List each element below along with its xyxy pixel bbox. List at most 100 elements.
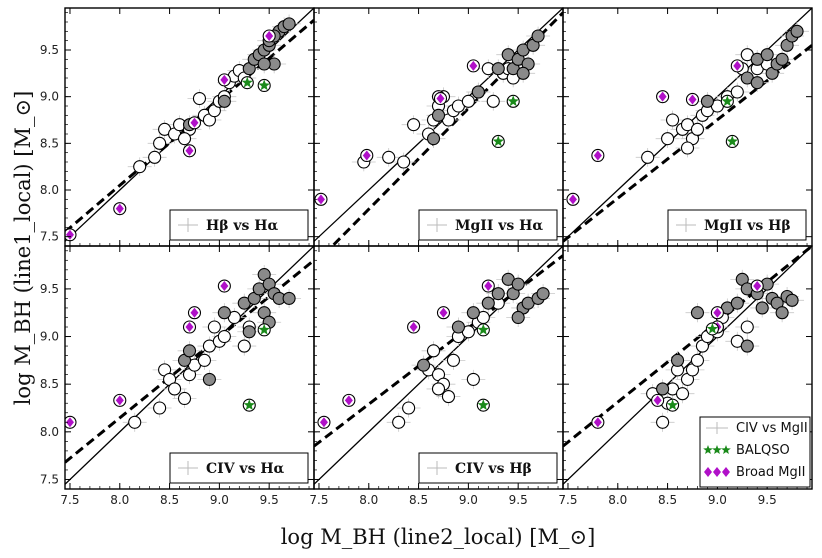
y-tick-label: 7.5 [40, 230, 59, 244]
filled-point [242, 325, 256, 339]
legend-errorbar-icon [706, 422, 728, 434]
filled-point [656, 382, 670, 396]
balqso-point [258, 79, 270, 91]
panel-5: 7.5 8.0 8.5 9.0 9.5 [558, 245, 813, 507]
panel-2: MgII vs Hβ [562, 7, 813, 247]
broad-mgii-point [713, 307, 722, 318]
panel-legend: Hβ vs Hα [169, 209, 309, 241]
panel-legend: MgII vs Hβ [667, 209, 807, 241]
open-point [397, 155, 411, 169]
panel-legend-label: MgII vs Hα [455, 218, 543, 234]
filled-point [491, 62, 505, 76]
balqso-point [721, 95, 733, 107]
balqso-point [492, 135, 504, 147]
broad-mgii-point [593, 150, 602, 161]
x-tick-label: 8.5 [658, 493, 677, 507]
x-tick-label: 8.5 [409, 493, 428, 507]
filled-point [690, 306, 705, 320]
open-point [153, 136, 167, 150]
filled-point [451, 320, 465, 334]
filled-point [471, 85, 485, 99]
broad-mgii-point [484, 281, 493, 292]
panel-legend: CIV vs Hα [169, 452, 309, 484]
x-tick-label: 8.5 [160, 493, 179, 507]
filled-point [790, 24, 804, 38]
filled-point [511, 277, 525, 291]
filled-point [755, 301, 769, 315]
open-point [407, 118, 421, 132]
y-tick-label: 8.0 [40, 183, 59, 197]
x-tick-label: 7.5 [60, 493, 79, 507]
open-point [446, 353, 460, 367]
filled-point [466, 306, 480, 320]
filled-point [217, 306, 231, 320]
panel-legend-label: Hβ vs Hα [206, 218, 279, 234]
broad-mgii-point [185, 145, 194, 156]
broad-mgii-point [688, 94, 697, 105]
filled-point [531, 29, 545, 43]
broad-mgii-point [220, 281, 229, 292]
open-point [148, 150, 162, 164]
broad-mgii-point [344, 395, 353, 406]
y-tick-label: 9.0 [40, 330, 59, 344]
open-point [666, 113, 680, 127]
open-point [675, 387, 690, 401]
open-point [680, 141, 695, 155]
panels: 7.5 8.0 8.5 9.0 9.5 Hβ vs Hα MgII vs Hα MgII vs… [40, 7, 813, 507]
filled-point [516, 66, 530, 80]
panel-0: 7.5 8.0 8.5 9.0 9.5 Hβ vs Hα [40, 7, 315, 247]
broad-mgii-point [190, 117, 199, 128]
filled-point [481, 296, 495, 310]
filled-point [202, 372, 216, 386]
panel-1: MgII vs Hα [313, 7, 564, 247]
panel-legend-label: CIV vs Hα [206, 461, 285, 477]
filled-point [431, 108, 446, 122]
filled-point [785, 293, 799, 307]
filled-point [282, 291, 296, 305]
broad-mgii-point [265, 31, 274, 41]
balqso-point [477, 399, 489, 410]
filled-point [426, 132, 441, 146]
y-tick-label: 9.5 [40, 43, 59, 57]
broad-mgii-point [658, 91, 667, 102]
open-point [431, 382, 446, 396]
open-point [402, 401, 416, 415]
open-point [466, 372, 480, 386]
open-point [656, 415, 670, 429]
panel-4: 7.5 8.0 8.5 9.0 9.5 CIV vs Hβ [309, 245, 564, 507]
panel-legend-label: MgII vs Hβ [704, 218, 791, 234]
broad-mgii-point [593, 417, 602, 428]
open-point [177, 391, 192, 406]
legend-label-broad-mgii: Broad MgII [736, 465, 805, 480]
filled-point [760, 48, 774, 62]
open-point [207, 320, 221, 334]
filled-point [670, 353, 685, 367]
legend-diamond-icon [704, 467, 730, 477]
panel-legend: CIV vs Hβ [418, 452, 558, 484]
broad-mgii-point [409, 322, 418, 332]
open-point [153, 401, 167, 415]
x-tick-label: 7.5 [309, 493, 328, 507]
y-tick-label: 8.5 [40, 377, 59, 391]
balqso-point [666, 399, 679, 410]
broad-mgii-point [190, 307, 199, 318]
open-point [730, 85, 744, 99]
broad-mgii-point [316, 194, 325, 205]
open-point [177, 132, 192, 146]
legend-label-balqso: BALQSO [736, 443, 790, 458]
broad-mgii-point [653, 395, 662, 406]
broad-mgii-point [436, 93, 445, 104]
open-point [461, 94, 475, 108]
filled-point [511, 310, 525, 325]
open-point [133, 160, 147, 174]
filled-point [257, 57, 271, 71]
balqso-point [258, 323, 270, 335]
y-tick-label: 7.5 [40, 472, 59, 486]
x-tick-label: 9.0 [708, 493, 727, 507]
broad-mgii-point [65, 229, 74, 240]
balqso-point [241, 76, 253, 88]
panel-legend-label: CIV vs Hβ [455, 461, 532, 477]
open-point [661, 132, 675, 146]
filled-point [750, 76, 764, 90]
